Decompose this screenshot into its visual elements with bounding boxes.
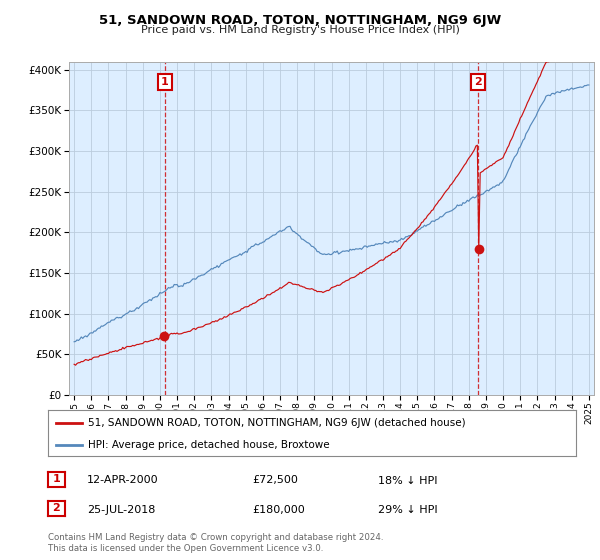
- Text: 25-JUL-2018: 25-JUL-2018: [87, 505, 155, 515]
- Text: 51, SANDOWN ROAD, TOTON, NOTTINGHAM, NG9 6JW (detached house): 51, SANDOWN ROAD, TOTON, NOTTINGHAM, NG9…: [88, 418, 465, 428]
- Text: 1: 1: [53, 474, 60, 484]
- Text: 2: 2: [475, 77, 482, 87]
- Text: 2: 2: [53, 503, 60, 514]
- Text: 12-APR-2000: 12-APR-2000: [87, 475, 158, 486]
- Text: 18% ↓ HPI: 18% ↓ HPI: [378, 475, 437, 486]
- Text: Price paid vs. HM Land Registry's House Price Index (HPI): Price paid vs. HM Land Registry's House …: [140, 25, 460, 35]
- Text: £180,000: £180,000: [252, 505, 305, 515]
- Text: 51, SANDOWN ROAD, TOTON, NOTTINGHAM, NG9 6JW: 51, SANDOWN ROAD, TOTON, NOTTINGHAM, NG9…: [99, 14, 501, 27]
- Text: HPI: Average price, detached house, Broxtowe: HPI: Average price, detached house, Brox…: [88, 440, 329, 450]
- Text: 1: 1: [161, 77, 169, 87]
- Text: 29% ↓ HPI: 29% ↓ HPI: [378, 505, 437, 515]
- Text: Contains HM Land Registry data © Crown copyright and database right 2024.
This d: Contains HM Land Registry data © Crown c…: [48, 533, 383, 553]
- Text: £72,500: £72,500: [252, 475, 298, 486]
